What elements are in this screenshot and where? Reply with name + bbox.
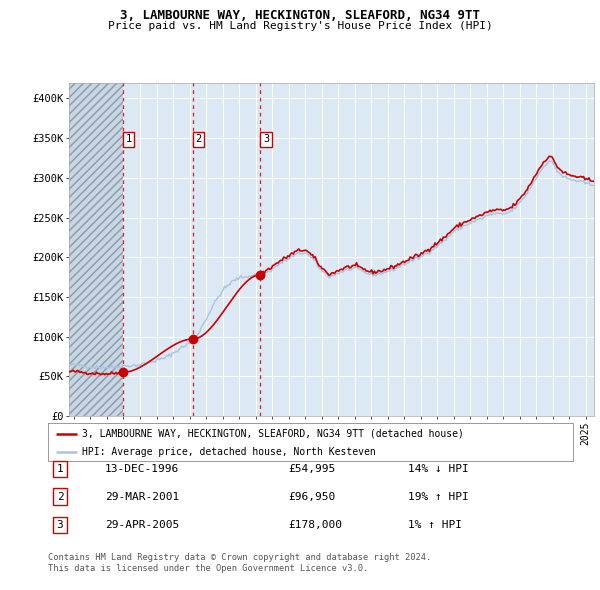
Text: 1: 1 bbox=[56, 464, 64, 474]
Text: Price paid vs. HM Land Registry's House Price Index (HPI): Price paid vs. HM Land Registry's House … bbox=[107, 21, 493, 31]
Text: 3, LAMBOURNE WAY, HECKINGTON, SLEAFORD, NG34 9TT (detached house): 3, LAMBOURNE WAY, HECKINGTON, SLEAFORD, … bbox=[82, 429, 464, 439]
Text: £178,000: £178,000 bbox=[288, 520, 342, 530]
Text: 3, LAMBOURNE WAY, HECKINGTON, SLEAFORD, NG34 9TT: 3, LAMBOURNE WAY, HECKINGTON, SLEAFORD, … bbox=[120, 9, 480, 22]
Text: 3: 3 bbox=[56, 520, 64, 530]
Text: 3: 3 bbox=[263, 135, 269, 145]
Bar bbox=[69, 83, 123, 416]
Text: This data is licensed under the Open Government Licence v3.0.: This data is licensed under the Open Gov… bbox=[48, 564, 368, 573]
Text: 19% ↑ HPI: 19% ↑ HPI bbox=[408, 492, 469, 502]
Text: 29-APR-2005: 29-APR-2005 bbox=[105, 520, 179, 530]
Text: 2: 2 bbox=[196, 135, 202, 145]
Text: 2: 2 bbox=[56, 492, 64, 502]
Text: £54,995: £54,995 bbox=[288, 464, 335, 474]
Text: HPI: Average price, detached house, North Kesteven: HPI: Average price, detached house, Nort… bbox=[82, 447, 376, 457]
Text: 1: 1 bbox=[125, 135, 131, 145]
Text: Contains HM Land Registry data © Crown copyright and database right 2024.: Contains HM Land Registry data © Crown c… bbox=[48, 553, 431, 562]
Text: £96,950: £96,950 bbox=[288, 492, 335, 502]
Text: 29-MAR-2001: 29-MAR-2001 bbox=[105, 492, 179, 502]
Text: 1% ↑ HPI: 1% ↑ HPI bbox=[408, 520, 462, 530]
Text: 14% ↓ HPI: 14% ↓ HPI bbox=[408, 464, 469, 474]
Text: 13-DEC-1996: 13-DEC-1996 bbox=[105, 464, 179, 474]
